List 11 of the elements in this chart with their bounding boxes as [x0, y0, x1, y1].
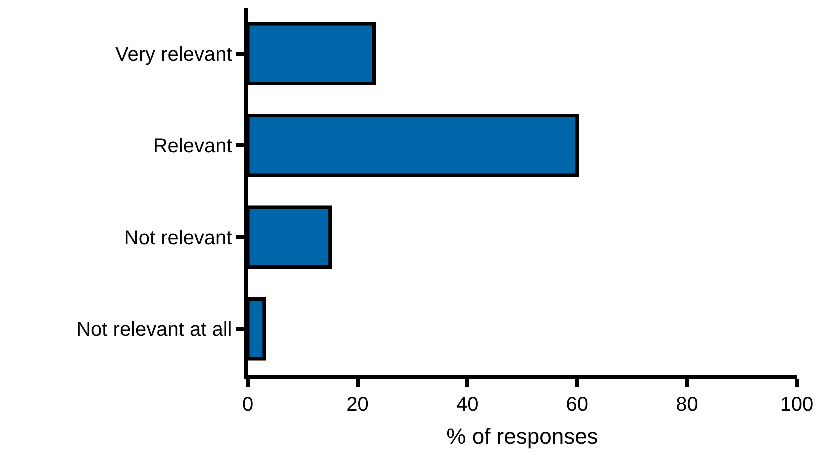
- y-tick-label: Very relevant: [116, 44, 233, 66]
- y-tick-label: Not relevant at all: [76, 319, 232, 342]
- x-tick-label: 40: [456, 394, 479, 416]
- x-axis-title: % of responses: [446, 424, 598, 450]
- x-tick-label: 0: [242, 394, 254, 416]
- x-tick-label: 80: [676, 394, 698, 416]
- y-tick-label: Not relevant: [124, 227, 233, 250]
- x-tick-label: 100: [780, 394, 814, 416]
- x-tick-label: 20: [346, 394, 369, 416]
- y-tick-label: Relevant: [153, 136, 233, 158]
- x-tick-label: 60: [566, 394, 589, 416]
